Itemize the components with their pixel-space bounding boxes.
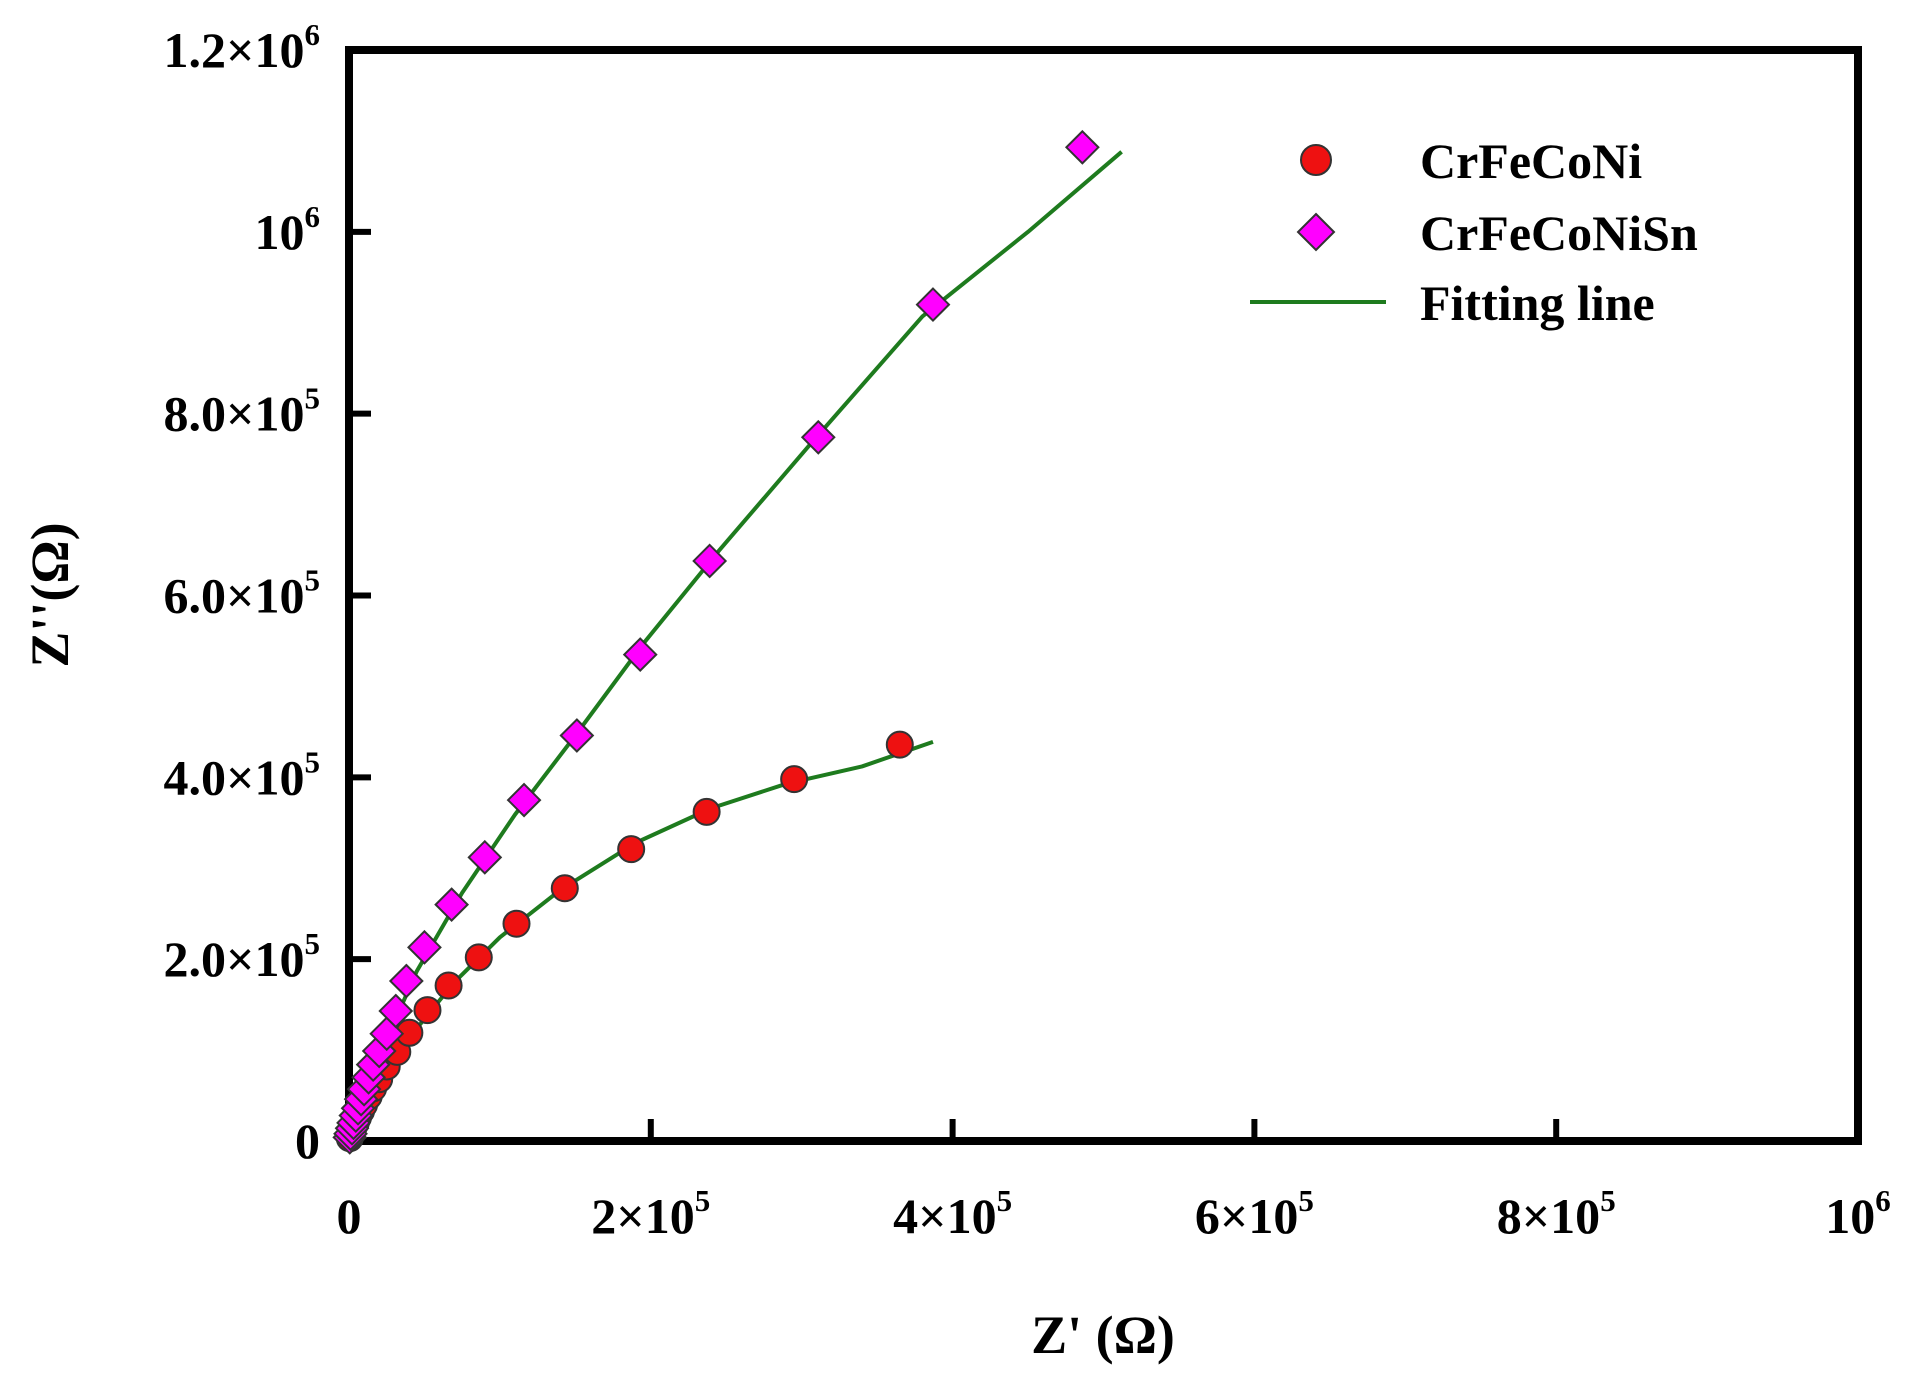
crfeconi-point	[885, 730, 914, 759]
y-tick-label: 106	[255, 199, 321, 260]
crfeconisn-point	[378, 993, 414, 1029]
legend-label-crfeconi: CrFeCoNi	[1420, 133, 1642, 189]
axis-ticks	[346, 47, 1861, 1144]
crfeconi-point	[550, 874, 579, 903]
crfeconisn-point	[1064, 129, 1100, 165]
crfeconisn-point	[407, 929, 442, 965]
legend-label-crfeconisn: CrFeCoNiSn	[1420, 205, 1698, 261]
crfeconi-point	[413, 996, 442, 1025]
x-tick-label: 106	[1825, 1183, 1891, 1244]
legend-label-fitting-line: Fitting line	[1420, 275, 1655, 331]
fit-line-2	[347, 150, 1123, 1142]
crfeconisn-point	[388, 963, 424, 999]
crfeconisn-point	[559, 718, 595, 753]
y-tick-label: 1.2×106	[164, 17, 321, 78]
crfeconisn-point	[800, 419, 836, 455]
crfeconi-point	[434, 971, 463, 1000]
x-axis-tick-labels: 0 2×105 4×105 6×105 8×105 106	[337, 1183, 1891, 1244]
legend-circle-marker	[1300, 144, 1332, 176]
legend: CrFeCoNi CrFeCoNiSn Fitting line	[1250, 133, 1698, 331]
y-tick-label: 0	[295, 1113, 320, 1169]
y-axis-title: Z''(Ω)	[20, 522, 80, 667]
crfeconi-point	[780, 765, 809, 794]
y-tick-label: 4.0×105	[164, 744, 321, 805]
fit-line-1	[347, 739, 934, 1142]
crfeconisn-point	[506, 782, 542, 818]
y-axis-tick-labels: 0 2.0×105 4.0×105 6.0×105 8.0×105 106 1.2×106	[164, 17, 321, 1169]
x-tick-label: 2×105	[591, 1183, 710, 1244]
crfeconi-point	[502, 909, 531, 938]
x-tick-label: 6×105	[1195, 1183, 1314, 1244]
crfeconisn-point	[467, 839, 503, 875]
x-axis-title: Z' (Ω)	[1031, 1305, 1175, 1365]
y-tick-label: 6.0×105	[164, 563, 321, 624]
crfeconisn-point	[915, 287, 951, 322]
x-tick-label: 0	[337, 1188, 362, 1244]
crfeconi-point	[692, 797, 721, 826]
x-tick-label: 8×105	[1497, 1183, 1616, 1244]
y-tick-label: 8.0×105	[164, 381, 321, 442]
crfeconisn-point	[622, 637, 658, 673]
crfeconisn-point	[434, 887, 470, 923]
y-tick-label: 2.0×105	[164, 926, 321, 987]
crfeconi-point	[617, 835, 646, 864]
fitting-lines	[347, 150, 1123, 1142]
crfeconisn-point	[692, 543, 728, 579]
crfeconi-point	[464, 943, 493, 972]
crfeconisn-series	[332, 129, 1100, 1155]
legend-diamond-marker	[1296, 212, 1336, 252]
x-tick-label: 4×105	[893, 1183, 1012, 1244]
